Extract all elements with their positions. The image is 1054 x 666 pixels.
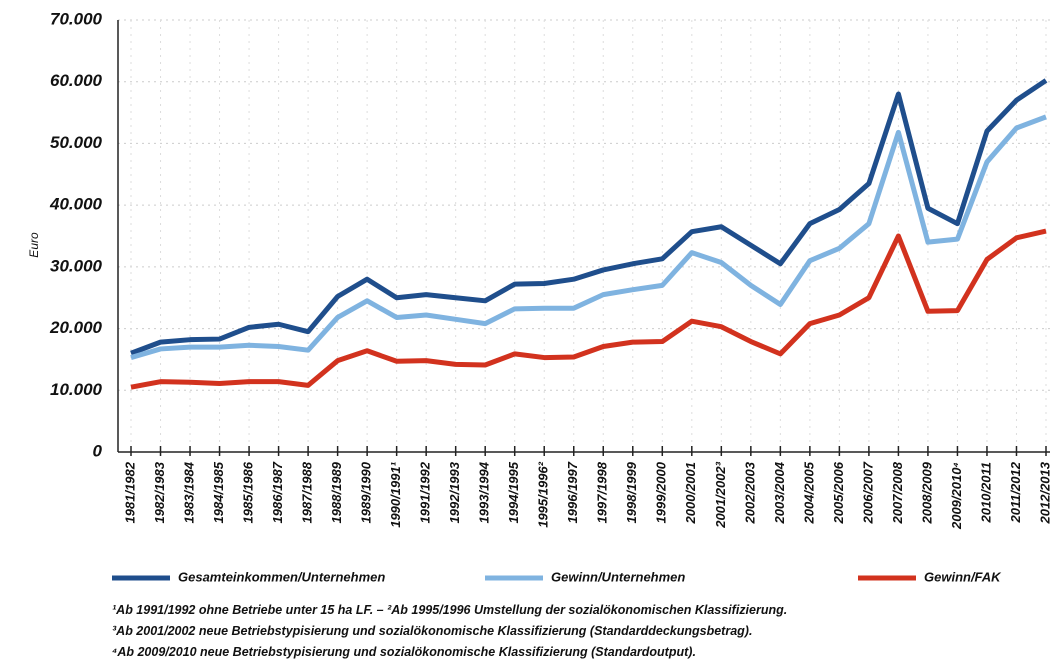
x-tick-label: 1993/1994 (477, 461, 492, 523)
series-line (130, 228, 1047, 390)
y-tick-label: 60.000 (50, 71, 103, 90)
x-tick-label: 2001/2002³ (713, 461, 728, 528)
x-tick-label: 2004/2005 (801, 461, 816, 524)
x-tick-label: 1985/1986 (241, 461, 256, 523)
y-tick-label: 20.000 (49, 318, 103, 337)
x-tick-label: 1987/1988 (300, 461, 315, 523)
y-tick-label: 30.000 (50, 256, 103, 275)
x-tick-label: 1986/1987 (270, 461, 285, 523)
footnote: ⁴Ab 2009/2010 neue Betriebstypisierung u… (112, 645, 696, 659)
x-tick-label: 2010/2011 (978, 462, 993, 524)
x-tick-label: 1999/2000 (654, 461, 669, 523)
x-tick-label: 1992/1993 (447, 461, 462, 523)
x-tick-label: 1994/1995 (506, 461, 521, 523)
x-tick-label: 1991/1992 (418, 461, 433, 523)
x-tick-label: 1982/1983 (152, 461, 167, 523)
x-tick-label: 1997/1998 (595, 461, 610, 523)
x-tick-label: 2005/2006 (831, 461, 846, 524)
x-tick-label: 2007/2008 (890, 461, 905, 524)
x-tick-label: 1989/1990 (359, 461, 374, 523)
y-tick-label: 10.000 (50, 380, 103, 399)
y-tick-label: 40.000 (49, 195, 103, 214)
x-tick-label: 1981/1982 (122, 461, 137, 523)
x-tick-label: 2008/2009 (919, 461, 934, 524)
y-tick-label: 70.000 (50, 9, 103, 28)
series-line (130, 78, 1048, 356)
x-tick-label: 2000/2001 (683, 462, 698, 524)
footnote: ¹Ab 1991/1992 ohne Betriebe unter 15 ha … (112, 603, 787, 617)
x-tick-label: 1983/1984 (181, 461, 196, 523)
x-tick-label: 2003/2004 (772, 461, 787, 524)
y-tick-label: 50.000 (50, 133, 103, 152)
x-tick-label: 1998/1999 (624, 461, 639, 523)
x-tick-label: 1996/1997 (565, 461, 580, 523)
legend-label: Gewinn/FAK (924, 569, 1002, 584)
x-tick-label: 2002/2003 (742, 461, 757, 524)
x-tick-label: 1988/1989 (329, 461, 344, 523)
x-tick-label: 1990/1991¹ (388, 461, 403, 527)
x-tick-label: 2006/2007 (860, 461, 875, 524)
series-line (130, 114, 1047, 360)
y-axis-label: Euro (27, 232, 41, 258)
x-tick-label: 1984/1985 (211, 461, 226, 523)
x-tick-label: 2012/2013 (1037, 461, 1052, 524)
legend-label: Gewinn/Unternehmen (551, 569, 685, 584)
x-tick-label: 1995/1996² (536, 461, 551, 527)
y-tick-label: 0 (93, 441, 103, 460)
x-tick-label: 2011/2012 (1008, 461, 1023, 523)
footnote: ³Ab 2001/2002 neue Betriebstypisierung u… (112, 624, 752, 638)
x-tick-label: 2009/2010⁴ (949, 462, 964, 530)
legend-label: Gesamteinkommen/Unternehmen (178, 569, 385, 584)
